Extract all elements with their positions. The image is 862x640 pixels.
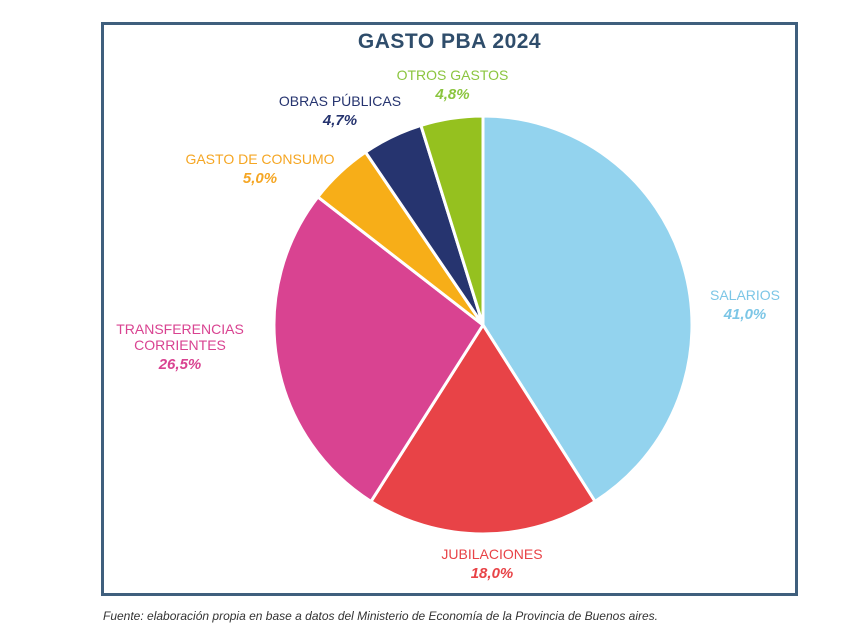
- slice-percent: 18,0%: [470, 565, 514, 583]
- slice-name: GASTO DE CONSUMO: [185, 151, 335, 167]
- slice-label-jubilaciones: JUBILACIONES 18,0%: [412, 546, 572, 582]
- slice-label-transferencias-corrientes: TRANSFERENCIAS CORRIENTES 26,5%: [110, 321, 250, 373]
- slice-percent: 4,7%: [322, 112, 358, 130]
- slice-name: OBRAS PÚBLICAS: [278, 93, 402, 109]
- slice-percent: 5,0%: [242, 170, 278, 188]
- slice-percent: 26,5%: [158, 356, 202, 374]
- slice-name: SALARIOS: [709, 287, 781, 303]
- source-note: Fuente: elaboración propia en base a dat…: [103, 609, 659, 623]
- pie-slice-otros-gastos: [419, 114, 485, 327]
- slice-name: OTROS GASTOS: [396, 67, 509, 83]
- pie-slice-jubilaciones: [369, 323, 597, 536]
- slice-name-line-1: TRANSFERENCIAS: [116, 321, 244, 337]
- slice-name: JUBILACIONES: [441, 546, 543, 562]
- slice-name-line-2: CORRIENTES: [134, 337, 226, 354]
- slice-label-otros-gastos: OTROS GASTOS 4,8%: [380, 67, 525, 103]
- slice-percent: 41,0%: [723, 306, 767, 324]
- slice-label-obras-publicas: OBRAS PÚBLICAS 4,7%: [262, 93, 418, 129]
- slice-label-salarios: SALARIOS 41,0%: [690, 287, 800, 323]
- pie-slice-transferencias-corrientes: [272, 195, 485, 503]
- slice-label-gasto-de-consumo: GASTO DE CONSUMO 5,0%: [165, 151, 355, 187]
- chart-title: GASTO PBA 2024: [357, 30, 542, 53]
- slice-percent: 4,8%: [435, 86, 470, 104]
